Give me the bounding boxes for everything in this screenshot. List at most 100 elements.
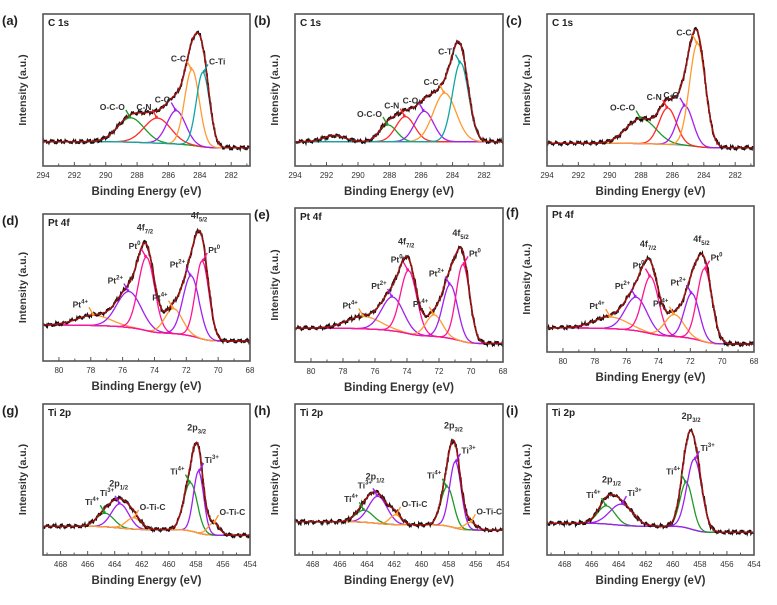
component-label: C-Ti <box>438 47 454 57</box>
plot-area <box>547 250 754 348</box>
group-label: 2p3/2 <box>444 420 464 433</box>
component-label: Ti3+ <box>100 488 115 498</box>
x-tick-label: 456 <box>469 560 483 569</box>
background-line <box>43 324 250 342</box>
group-label-sub: 1/2 <box>613 482 622 488</box>
x-tick-label: 74 <box>403 367 412 376</box>
x-tick-label: 72 <box>435 367 444 376</box>
component-label: O-Ti-C <box>402 499 428 509</box>
experimental-data-line <box>547 250 754 348</box>
fit-envelope-line <box>547 28 754 149</box>
component-label-main: Ti <box>700 443 707 453</box>
x-axis-label: Binding Energy (eV) <box>344 575 454 587</box>
plot-area <box>295 438 503 533</box>
component-label-main: C-C <box>676 27 691 37</box>
panel-letter: (i) <box>506 403 518 418</box>
component-label: Ti3+ <box>358 480 373 490</box>
component-label-sup: 4+ <box>161 293 168 299</box>
x-tick-label: 456 <box>720 560 734 569</box>
component-label: C-C <box>676 27 691 37</box>
component-label-main: Pt <box>615 281 624 291</box>
component-label-sup: 3+ <box>365 480 372 486</box>
component-label: Pt0 <box>129 241 142 251</box>
group-label-sub: 5/2 <box>701 241 710 247</box>
x-tick-label: 78 <box>339 367 348 376</box>
y-axis-label: Intensity (a.u.) <box>269 249 281 320</box>
x-tick-label: 78 <box>590 357 599 366</box>
plot-area <box>43 441 250 540</box>
component-label-main: Ti <box>358 480 365 490</box>
component-curve-c-ti <box>295 62 503 143</box>
x-tick-label: 468 <box>306 560 320 569</box>
component-label-main: Ti <box>427 471 434 481</box>
experimental-data-line <box>43 30 250 152</box>
plot-frame <box>546 205 755 353</box>
x-tick-label: 68 <box>499 367 508 376</box>
x-tick-label: 282 <box>477 171 491 180</box>
component-label-sup: 3+ <box>469 446 476 452</box>
component-label: C-C <box>424 77 439 87</box>
component-label: C-C <box>171 53 186 63</box>
x-tick-label: 68 <box>246 366 255 375</box>
component-label-main: C-O <box>403 95 419 105</box>
label-arrow-head <box>133 515 137 519</box>
panel-title: Pt 4f <box>300 212 322 223</box>
panel-title: Pt 4f <box>48 218 70 229</box>
label-arrow-head <box>469 519 473 523</box>
component-label-main: Pt <box>671 277 680 287</box>
x-tick-label: 454 <box>747 560 761 569</box>
label-arrow-head <box>395 512 399 516</box>
component-label: Ti3+ <box>461 446 476 456</box>
x-tick-label: 68 <box>750 357 759 366</box>
group-label: 2p1/2 <box>366 472 386 485</box>
label-arrow-head <box>91 312 95 316</box>
group-label-sub: 7/2 <box>406 244 415 250</box>
component-label-sup: 3+ <box>635 488 642 494</box>
y-axis-label: Intensity (a.u.) <box>269 54 281 125</box>
x-tick-label: 462 <box>135 560 149 569</box>
fit-envelope-line <box>295 40 503 143</box>
y-axis-label: Intensity (a.u.) <box>17 444 29 515</box>
component-label-sup: 4+ <box>662 299 669 305</box>
experimental-data-line <box>547 26 754 152</box>
panel-letter: (h) <box>254 403 271 418</box>
component-label-main: O-C-O <box>100 102 125 112</box>
component-label: Ti4+ <box>170 467 185 477</box>
x-tick-label: 282 <box>225 171 239 180</box>
panel-title: Ti 2p <box>300 408 323 419</box>
component-label-main: Ti <box>344 494 351 504</box>
label-arrow-head <box>421 108 425 112</box>
x-tick-label: 72 <box>182 366 191 375</box>
label-arrow-head <box>604 503 607 507</box>
plot-area <box>547 427 754 537</box>
fit-envelope-line <box>295 439 503 531</box>
group-label: 4f5/2 <box>693 234 710 247</box>
x-tick-label: 464 <box>108 560 122 569</box>
component-label: Pt4+ <box>342 301 358 311</box>
plot-area <box>295 39 503 147</box>
x-tick-label: 78 <box>86 366 95 375</box>
label-arrow-head <box>390 294 393 298</box>
x-axis-label: Binding Energy (eV) <box>92 186 202 198</box>
y-axis-label: Intensity (a.u.) <box>521 444 533 515</box>
y-axis-label: Intensity (a.u.) <box>17 54 29 125</box>
component-label-main: O-Ti-C <box>219 507 245 517</box>
label-arrow-head <box>442 90 446 94</box>
x-axis-label: Binding Energy (eV) <box>344 382 454 394</box>
x-tick-label: 286 <box>162 171 176 180</box>
x-tick-label: 80 <box>54 366 63 375</box>
plot-frame <box>42 403 251 556</box>
group-label-main: 4f <box>398 237 407 247</box>
component-label-sup: 4+ <box>598 301 605 307</box>
label-arrow-head <box>128 115 132 119</box>
panel-letter: (a) <box>2 13 18 28</box>
experimental-data-line <box>43 441 250 540</box>
group-label: 4f7/2 <box>137 223 154 236</box>
component-label-sup: 0 <box>399 255 403 261</box>
component-label-sup: 0 <box>478 248 482 254</box>
x-tick-label: 460 <box>666 560 680 569</box>
component-label-main: O-C-O <box>357 109 382 119</box>
y-axis-label: Intensity (a.u.) <box>521 243 533 314</box>
plot-area <box>547 26 754 152</box>
label-arrow-head <box>189 66 193 70</box>
